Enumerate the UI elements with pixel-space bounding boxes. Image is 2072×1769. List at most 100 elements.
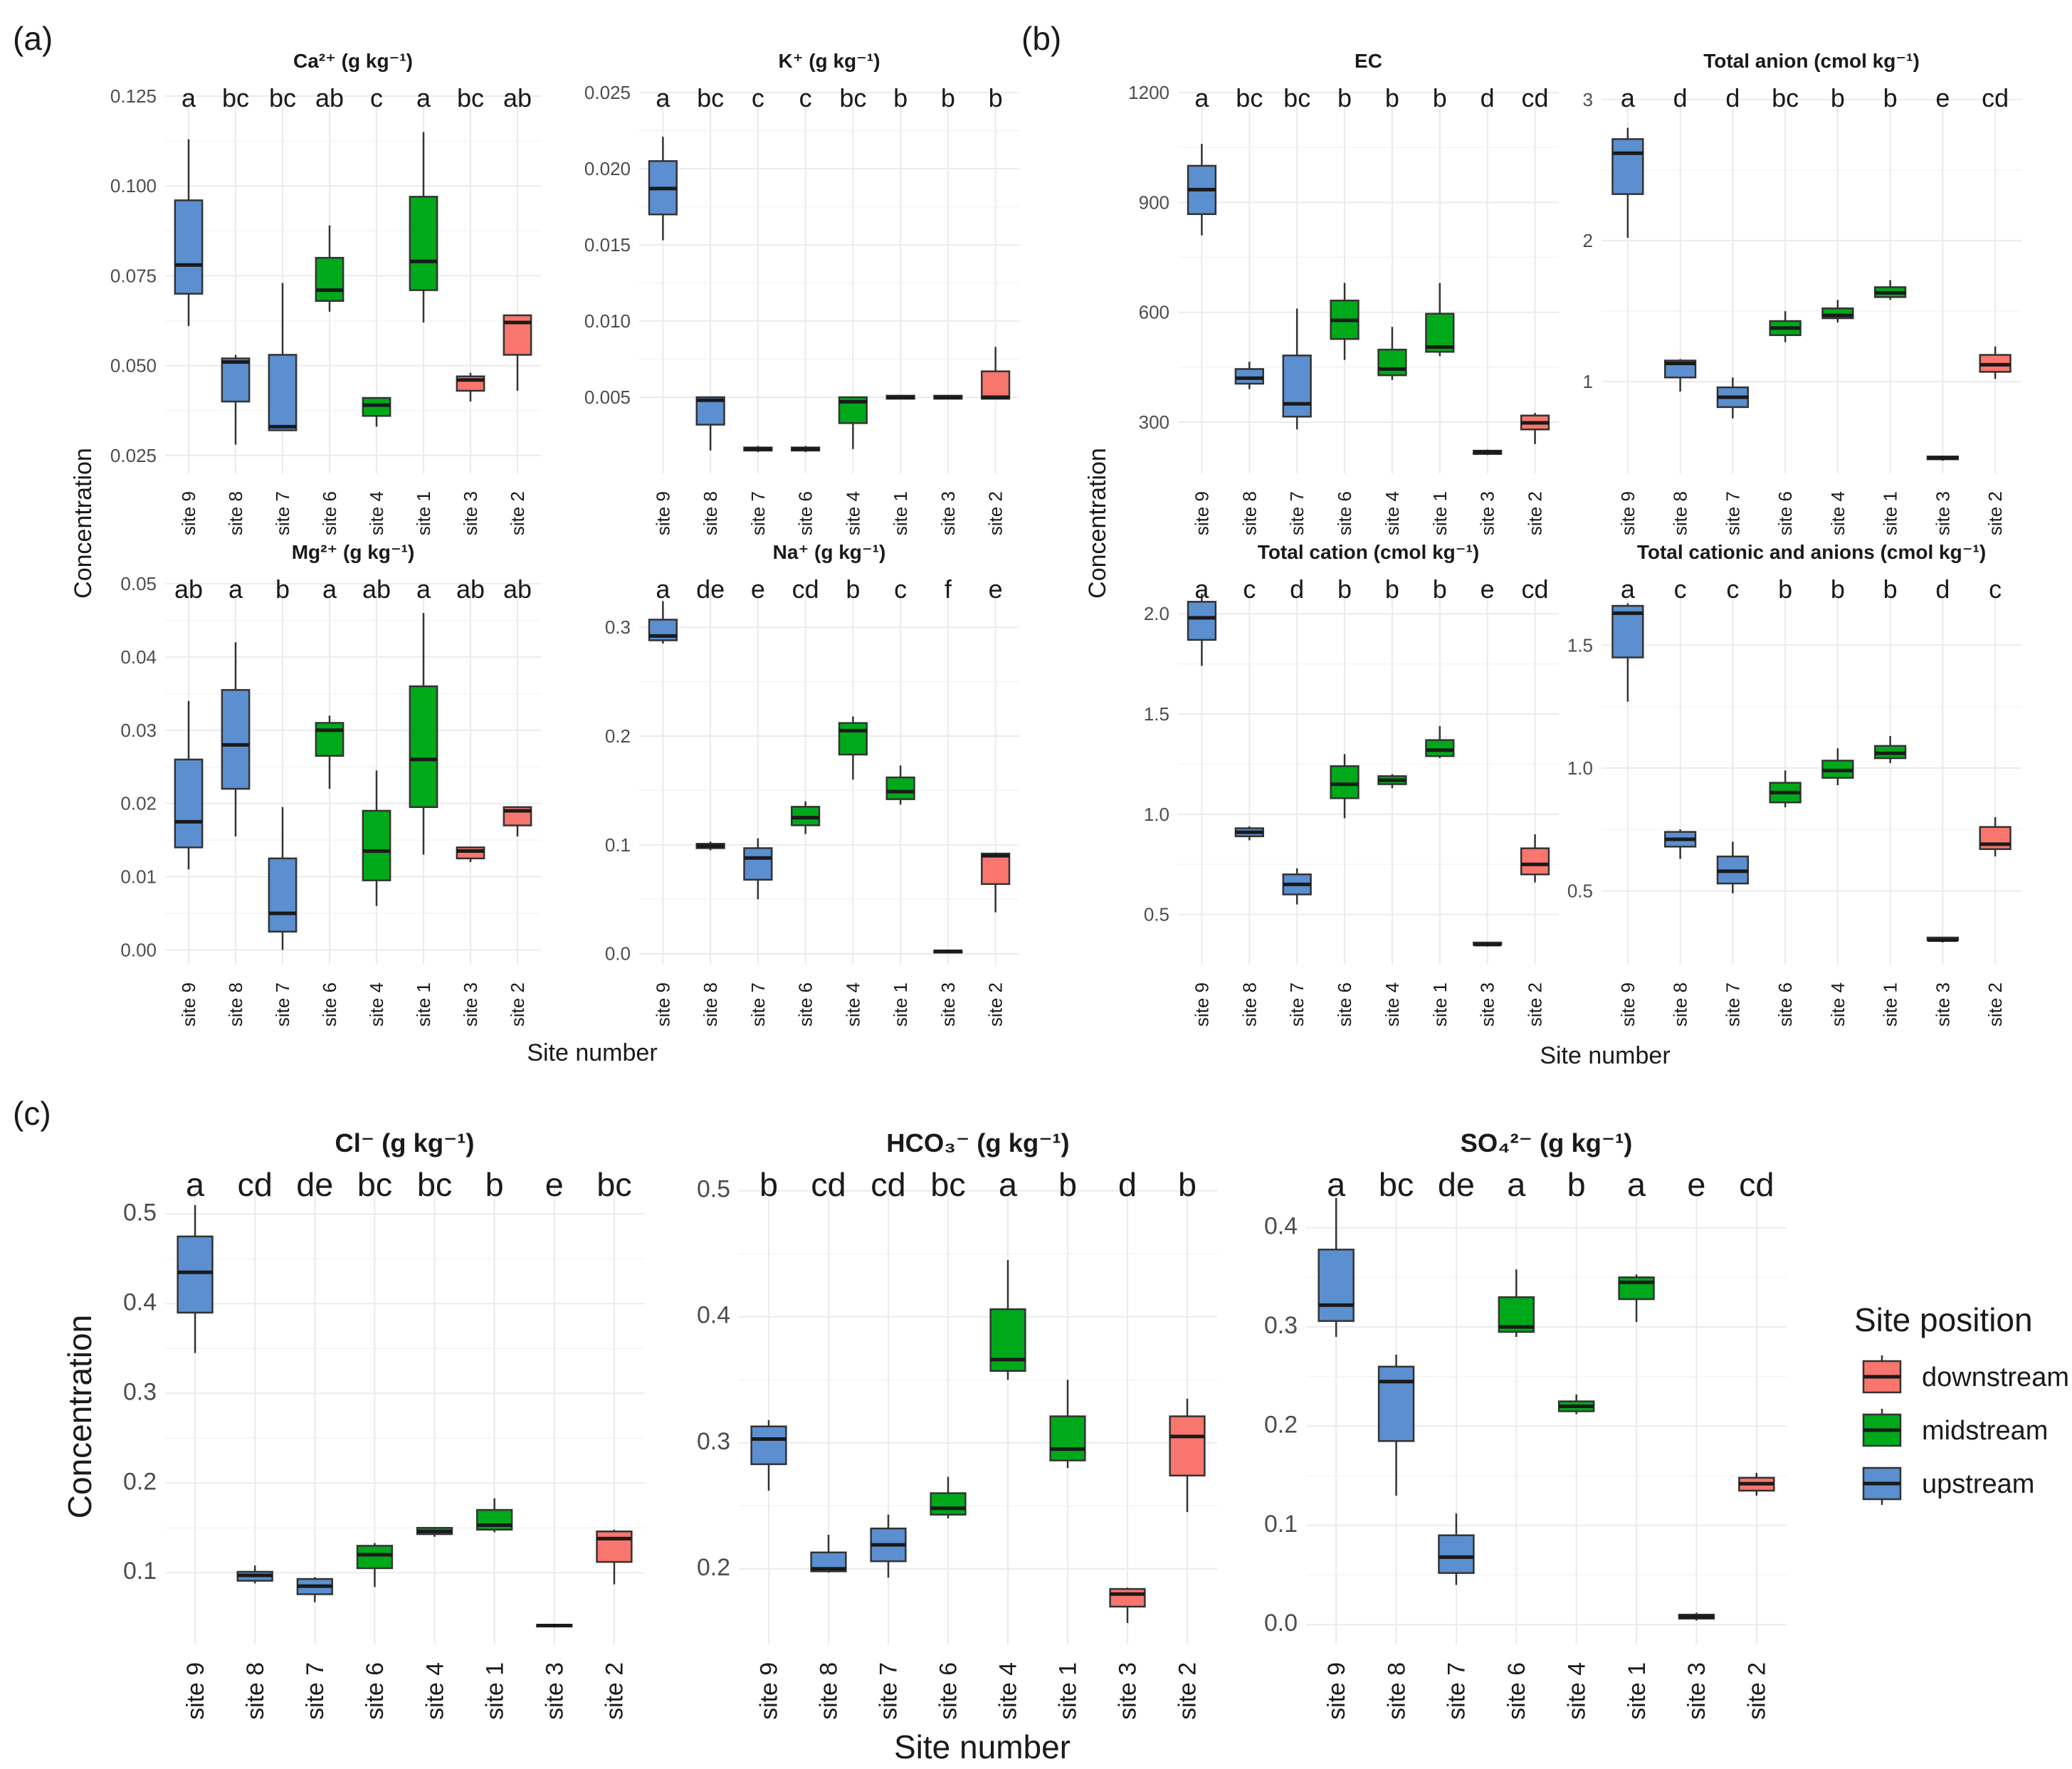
y-tick-label-ec: 1200 — [1128, 82, 1169, 103]
panel-tanion: 1 2 3 Total anion (cmol kg⁻¹) a site 9 d site 8… — [1583, 50, 2021, 535]
x-tick-label-k: site 4 — [842, 491, 863, 535]
x-tick-label-k: site 9 — [652, 491, 673, 535]
box-tcatan-site2 — [1979, 817, 2011, 857]
sig-letter-na: b — [846, 574, 860, 604]
box-hco3-site2 — [1169, 1398, 1206, 1513]
box-k-site3 — [933, 394, 963, 400]
panel-ec: 300 600 900 1200 EC a site 9 bc site 8 bc site 7 b s… — [1128, 50, 1559, 535]
sig-letter-hco3: b — [1058, 1166, 1077, 1203]
sig-letter-ec: bc — [1236, 83, 1263, 112]
box-mg-site4 — [362, 770, 391, 906]
panel-label-a: (a) — [13, 20, 53, 57]
panel-hco3: 0.2 0.3 0.4 0.5 HCO₃⁻ (g kg⁻¹) b site 9 cd site … — [697, 1128, 1217, 1720]
x-tick-label-so4: site 7 — [1443, 1662, 1471, 1720]
sig-letter-cl: bc — [596, 1166, 631, 1203]
box-ec-site4 — [1377, 327, 1407, 380]
box-tanion-site6 — [1769, 311, 1802, 342]
x-tick-label-ca: site 2 — [507, 491, 528, 535]
box-tcatan-site9 — [1611, 603, 1644, 702]
y-tick-label-ca: 0.025 — [110, 445, 157, 466]
box-na-site9 — [648, 601, 678, 644]
sig-letter-mg: a — [322, 574, 337, 604]
x-tick-label-tcation: site 1 — [1429, 982, 1451, 1027]
y-tick-label-ec: 900 — [1139, 191, 1169, 213]
y-tick-label-tcation: 1.5 — [1144, 703, 1169, 725]
x-tick-label-tcatan: site 1 — [1880, 982, 1901, 1027]
x-tick-label-tanion: site 2 — [1984, 491, 2006, 535]
legend-item-downstream: downstream — [1862, 1355, 2069, 1394]
y-tick-label-hco3: 0.4 — [697, 1302, 730, 1329]
box-tcation-site6 — [1330, 754, 1360, 819]
sig-letter-tanion: bc — [1772, 83, 1799, 112]
x-tick-label-tcatan: site 8 — [1670, 982, 1691, 1027]
box-body — [268, 354, 298, 431]
x-tick-label-so4: site 3 — [1683, 1662, 1710, 1720]
y-tick-label-ca: 0.050 — [110, 355, 157, 377]
x-tick-label-tcation: site 2 — [1525, 982, 1546, 1027]
sig-letter-tcatan: c — [1989, 574, 2002, 604]
sig-letter-na: f — [945, 574, 952, 604]
sig-letter-so4: de — [1438, 1166, 1475, 1203]
box-ec-site2 — [1520, 413, 1550, 444]
x-tick-label-cl: site 3 — [542, 1662, 569, 1720]
sig-letter-hco3: d — [1118, 1166, 1137, 1203]
box-na-site7 — [743, 838, 773, 900]
box-mg-site7 — [268, 807, 298, 950]
box-na-site1 — [885, 765, 915, 805]
box-body — [1520, 847, 1550, 876]
x-tick-label-tanion: site 6 — [1774, 491, 1796, 535]
sig-letter-tcatan: c — [1674, 574, 1687, 604]
sig-letter-so4: a — [1627, 1166, 1646, 1203]
panel-title-ec: EC — [1355, 50, 1382, 72]
box-hco3-site3 — [1109, 1587, 1146, 1623]
y-tick-label-hco3: 0.3 — [697, 1428, 730, 1455]
box-k-site9 — [648, 137, 678, 241]
sig-letter-k: c — [799, 83, 812, 112]
y-tick-label-hco3: 0.5 — [697, 1176, 730, 1203]
x-tick-label-mg: site 3 — [460, 982, 481, 1027]
box-ca-site1 — [409, 132, 438, 323]
x-tick-label-tcation: site 4 — [1382, 982, 1403, 1027]
sig-letter-ca: ab — [503, 83, 532, 112]
sig-letter-ca: a — [416, 83, 431, 112]
box-tcatan-site4 — [1821, 748, 1854, 786]
box-so4-site4 — [1557, 1394, 1595, 1414]
box-k-site7 — [743, 446, 773, 453]
panel-title-tcatan: Total cationic and anions (cmol kg⁻¹) — [1637, 541, 1986, 563]
x-tick-label-tanion: site 7 — [1722, 491, 1743, 535]
box-tcation-site4 — [1377, 774, 1407, 789]
box-body — [409, 196, 438, 291]
sig-letter-mg: ab — [503, 574, 532, 604]
box-body — [356, 1545, 394, 1570]
y-tick-label-tcatan: 1.5 — [1567, 634, 1593, 656]
box-ec-site9 — [1187, 144, 1217, 236]
y-tick-label-mg: 0.02 — [120, 793, 157, 814]
x-tick-label-so4: site 6 — [1503, 1662, 1530, 1720]
box-na-site6 — [791, 801, 821, 834]
x-tick-label-ec: site 8 — [1239, 491, 1260, 535]
sig-letter-ca: ab — [315, 83, 344, 112]
box-tanion-site8 — [1663, 359, 1697, 392]
x-tick-label-tcation: site 3 — [1477, 982, 1498, 1027]
box-body — [268, 857, 298, 933]
box-tanion-site9 — [1611, 127, 1644, 238]
x-tick-label-tanion: site 9 — [1617, 491, 1639, 535]
y-tick-label-so4: 0.2 — [1264, 1411, 1298, 1438]
x-tick-label-mg: site 7 — [272, 982, 293, 1027]
sig-letter-mg: a — [228, 574, 243, 604]
sig-letter-so4: a — [1507, 1166, 1526, 1203]
sig-letter-k: b — [893, 83, 908, 112]
sig-letter-na: e — [751, 574, 765, 604]
box-tcatan-site3 — [1926, 936, 1960, 943]
sig-letter-tanion: b — [1831, 83, 1845, 112]
box-body — [1049, 1415, 1086, 1461]
x-tick-label-cl: site 6 — [362, 1662, 389, 1720]
panel-na: 0.0 0.1 0.2 0.3 Na⁺ (g kg⁻¹) a site 9 de site 8 e… — [605, 541, 1019, 1027]
legend-title: Site position — [1854, 1301, 2033, 1338]
sig-letter-cl: e — [545, 1166, 564, 1203]
sig-letter-tcatan: d — [1935, 574, 1950, 604]
sig-letter-tcation: c — [1243, 574, 1256, 604]
x-tick-label-ec: site 6 — [1334, 491, 1355, 535]
box-body — [981, 852, 1011, 886]
x-tick-label-k: site 3 — [937, 491, 959, 535]
